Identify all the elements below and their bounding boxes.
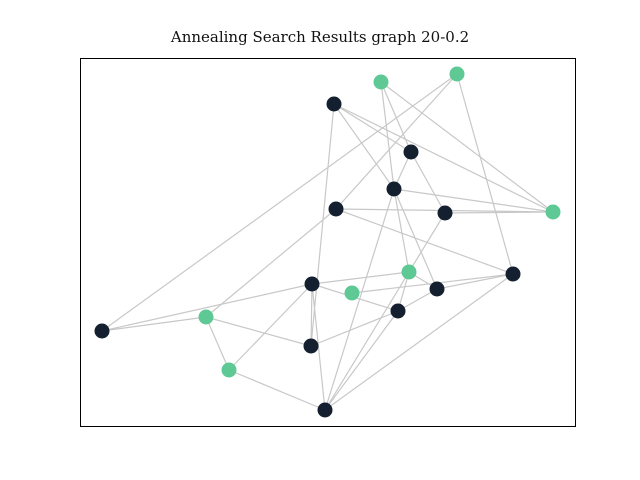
graph-edge-4-5	[311, 283, 326, 411]
graph-node-9-dark	[429, 281, 445, 297]
graph-node-10-dark	[386, 181, 402, 197]
graph-node-2-green	[221, 362, 237, 378]
graph-node-1-green	[198, 309, 214, 325]
graph-edge-10-14	[393, 188, 554, 213]
graph-node-18-green	[449, 66, 465, 82]
graph-node-16-green	[373, 74, 389, 90]
graph-edge-8-13	[408, 212, 446, 273]
graph-edge-7-4	[324, 310, 399, 411]
graph-node-13-dark	[437, 205, 453, 221]
nodes-layer	[94, 66, 561, 418]
graph-edge-10-16	[380, 81, 395, 190]
graph-edge-12-17	[333, 103, 412, 153]
graph-edge-17-14	[333, 103, 554, 213]
graph-node-6-green	[344, 285, 360, 301]
graph-edge-11-18	[335, 73, 458, 210]
graph-edge-4-10	[324, 188, 395, 411]
graph-edge-3-5	[310, 283, 313, 347]
graph-node-15-dark	[505, 266, 521, 282]
graph-edge-2-4	[228, 369, 326, 411]
graph-edge-10-17	[333, 103, 395, 190]
graph-node-8-green	[401, 264, 417, 280]
graph-edge-1-11	[205, 208, 337, 318]
graph-edge-2-5	[228, 283, 313, 371]
graph-edge-8-10	[393, 188, 410, 273]
graph-edge-5-8	[311, 271, 410, 285]
graph-edge-1-3	[205, 316, 312, 347]
graph-edge-0-5	[101, 283, 313, 332]
graph-node-12-dark	[403, 144, 419, 160]
graph-node-11-dark	[328, 201, 344, 217]
graph-node-0-dark	[94, 323, 110, 339]
graph-edge-1-2	[205, 316, 230, 371]
graph-node-17-dark	[326, 96, 342, 112]
edges-layer	[101, 73, 554, 411]
graph-node-3-dark	[303, 338, 319, 354]
graph-title: Annealing Search Results graph 20-0.2	[170, 28, 470, 46]
graph-edge-9-15	[436, 273, 514, 290]
graph-edge-3-7	[310, 310, 399, 347]
graph-edge-12-16	[380, 81, 412, 153]
plot-frame	[80, 58, 576, 427]
graph-edge-11-15	[335, 208, 514, 275]
graph-edge-0-1	[101, 316, 207, 332]
graph-edge-4-8	[324, 271, 410, 411]
graph-edge-18-15	[456, 73, 514, 275]
graph-edge-4-15	[324, 273, 514, 411]
graph-edge-12-13	[410, 151, 446, 214]
graph-node-7-dark	[390, 303, 406, 319]
graph-edge-3-17	[310, 103, 335, 347]
graph-node-14-green	[545, 204, 561, 220]
graph-node-5-dark	[304, 276, 320, 292]
graph-edge-14-16	[380, 81, 554, 213]
graph-edge-0-18	[101, 73, 458, 332]
graph-edge-9-10	[393, 188, 438, 290]
graph-node-4-dark	[317, 402, 333, 418]
